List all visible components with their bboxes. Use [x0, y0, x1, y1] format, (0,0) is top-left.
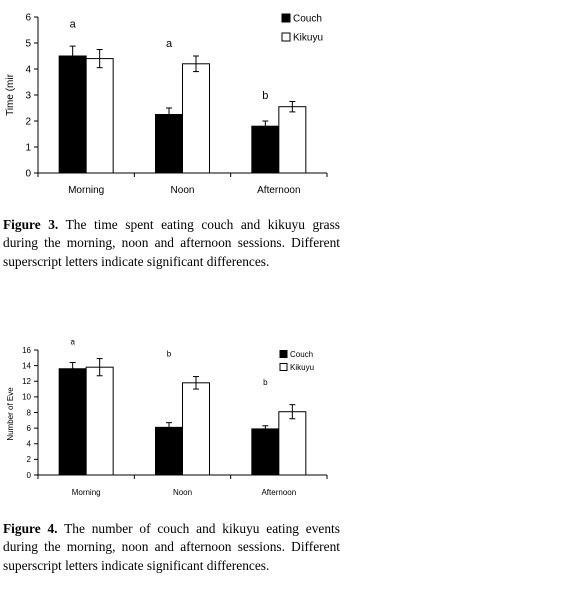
bar-couch — [58, 368, 87, 476]
bar-kikuyu — [85, 366, 114, 476]
bar-kikuyu — [278, 106, 307, 174]
figure-4-chart: 0 2 4 6 8 10 12 14 16 Morning Noon Afternoon Number … — [6, 338, 328, 497]
y-tick-label: 5 — [25, 39, 31, 50]
y-tick-label: 3 — [25, 91, 31, 102]
bar-kikuyu — [278, 411, 307, 476]
bar-kikuyu — [182, 382, 210, 476]
significance-letter: a — [166, 38, 173, 50]
significance-letter: b — [263, 378, 268, 387]
y-tick-label: 6 — [27, 424, 32, 433]
figure-3-caption: Figure 3. The time spent eating couch an… — [3, 216, 340, 271]
legend-swatch-kikuyu — [279, 363, 288, 371]
significance-letter: b — [262, 90, 268, 102]
legend-label: Kikuyu — [290, 363, 314, 372]
significance-letter: a — [70, 338, 75, 347]
y-tick-label: 0 — [25, 169, 31, 180]
bar-couch — [58, 55, 87, 174]
bar-couch — [251, 125, 280, 174]
x-tick-label: Noon — [171, 185, 195, 196]
y-tick-label: 2 — [27, 455, 32, 464]
figure-4-label: Figure 4. — [3, 521, 58, 536]
y-tick-label: 2 — [25, 117, 31, 128]
legend-label: Couch — [293, 14, 322, 25]
y-tick-label: 4 — [25, 65, 31, 76]
significance-letter: b — [167, 349, 172, 358]
legend-swatch-couch — [279, 350, 288, 358]
significance-letter: a — [70, 18, 77, 30]
y-tick-label: 16 — [22, 346, 31, 355]
x-tick-label: Morning — [72, 488, 101, 497]
y-tick-label: 1 — [25, 143, 31, 154]
bar-couch — [155, 426, 183, 476]
y-tick-label: 0 — [27, 471, 32, 480]
x-tick-label: Afternoon — [257, 185, 300, 196]
legend-swatch-couch — [281, 13, 291, 23]
bar-couch — [155, 114, 183, 174]
figure-4-caption-text: The number of couch and kikuyu eating ev… — [3, 521, 340, 573]
y-axis-label: Time (mir — [5, 73, 16, 116]
y-tick-label: 8 — [27, 408, 32, 417]
x-tick-label: Morning — [68, 185, 104, 196]
legend-label: Couch — [290, 350, 313, 359]
y-axis-label: Number of Eve — [6, 387, 15, 441]
legend-swatch-kikuyu — [281, 32, 291, 42]
legend-label: Kikuyu — [293, 33, 323, 44]
y-tick-label: 10 — [22, 393, 31, 402]
figure-3-chart: 0 1 2 3 4 5 6 Morning Noon Afternoon Time (mir a a b C… — [5, 13, 328, 196]
y-tick-label: 12 — [22, 377, 31, 386]
bar-kikuyu — [182, 63, 210, 174]
figure-3-caption-text: The time spent eating couch and kikuyu g… — [3, 217, 341, 269]
y-tick-label: 6 — [25, 13, 31, 24]
y-tick-label: 4 — [27, 440, 32, 449]
y-tick-label: 14 — [22, 361, 31, 370]
bar-couch — [251, 428, 280, 476]
bar-kikuyu — [85, 58, 114, 174]
x-tick-label: Afternoon — [261, 488, 296, 497]
figure-4-caption: Figure 4. The number of couch and kikuyu… — [3, 520, 340, 575]
x-tick-label: Noon — [173, 488, 192, 497]
figure-3-label: Figure 3. — [3, 217, 59, 232]
